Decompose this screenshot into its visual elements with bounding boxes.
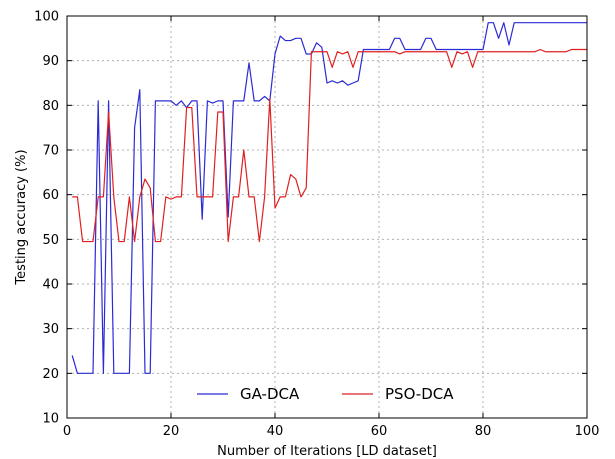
axis-ticks: 0 20 40 60 80 100 10 20 30 40 50 60 70 80 90 100 <box>34 10 599 440</box>
x-axis-label: Number of Iterations [LD dataset] <box>217 444 437 459</box>
series-line-ga-dca <box>71 22 587 374</box>
x-tick-label: 60 <box>371 424 388 439</box>
plot-frame <box>66 15 588 419</box>
y-tick-label: 20 <box>42 367 59 382</box>
legend-label-ga-dca: GA-DCA <box>240 385 300 403</box>
y-tick-label: 60 <box>42 188 59 203</box>
y-tick-label: 40 <box>42 278 59 293</box>
y-tick-label: 30 <box>42 322 59 337</box>
x-tick-label: 0 <box>63 424 71 439</box>
y-tick-label: 70 <box>42 144 59 159</box>
legend-label-pso-dca: PSO-DCA <box>385 385 454 403</box>
grid-lines <box>67 16 587 418</box>
x-tick-label: 20 <box>163 424 180 439</box>
y-axis-label: Testing accuracy (%) <box>14 149 29 285</box>
y-tick-label: 50 <box>42 233 59 248</box>
y-tick-label: 90 <box>42 54 59 69</box>
x-tick-label: 80 <box>475 424 492 439</box>
series-lines <box>71 22 587 374</box>
series-line-pso-dca <box>72 48 587 243</box>
legend: GA-DCA PSO-DCA <box>197 385 454 403</box>
x-tick-label: 100 <box>575 424 600 439</box>
x-tick-label: 40 <box>267 424 284 439</box>
y-tick-label: 10 <box>42 412 59 427</box>
y-tick-label: 100 <box>34 10 59 25</box>
y-tick-label: 80 <box>42 99 59 114</box>
